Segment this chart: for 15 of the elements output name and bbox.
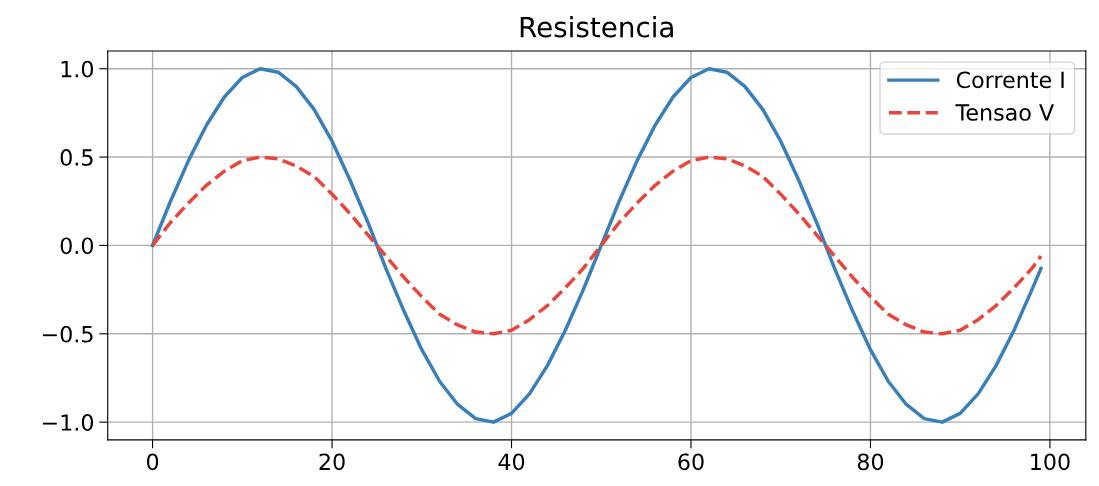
y-tick-label: 0.0	[60, 237, 94, 255]
y-tick-label: 1.0	[61, 60, 94, 78]
y-tick-label: 0.5	[60, 149, 93, 166]
y-tick-label: −0.5	[42, 325, 93, 343]
chart-title: Resistencia	[520, 16, 673, 38]
x-tick-label: 60	[678, 453, 704, 471]
line-series	[150, 155, 1043, 336]
x-tick-label: 20	[319, 453, 345, 471]
x-tick-label: 80	[857, 453, 884, 471]
x-tick-label: 40	[498, 453, 525, 471]
y-tick-label: −1.0	[42, 414, 94, 431]
legend-label: Corrente I	[956, 71, 1064, 89]
x-tick-label: 0	[146, 453, 159, 471]
x-tick-label: 100	[1031, 453, 1070, 471]
legend-label: Tensao V	[955, 104, 1054, 121]
